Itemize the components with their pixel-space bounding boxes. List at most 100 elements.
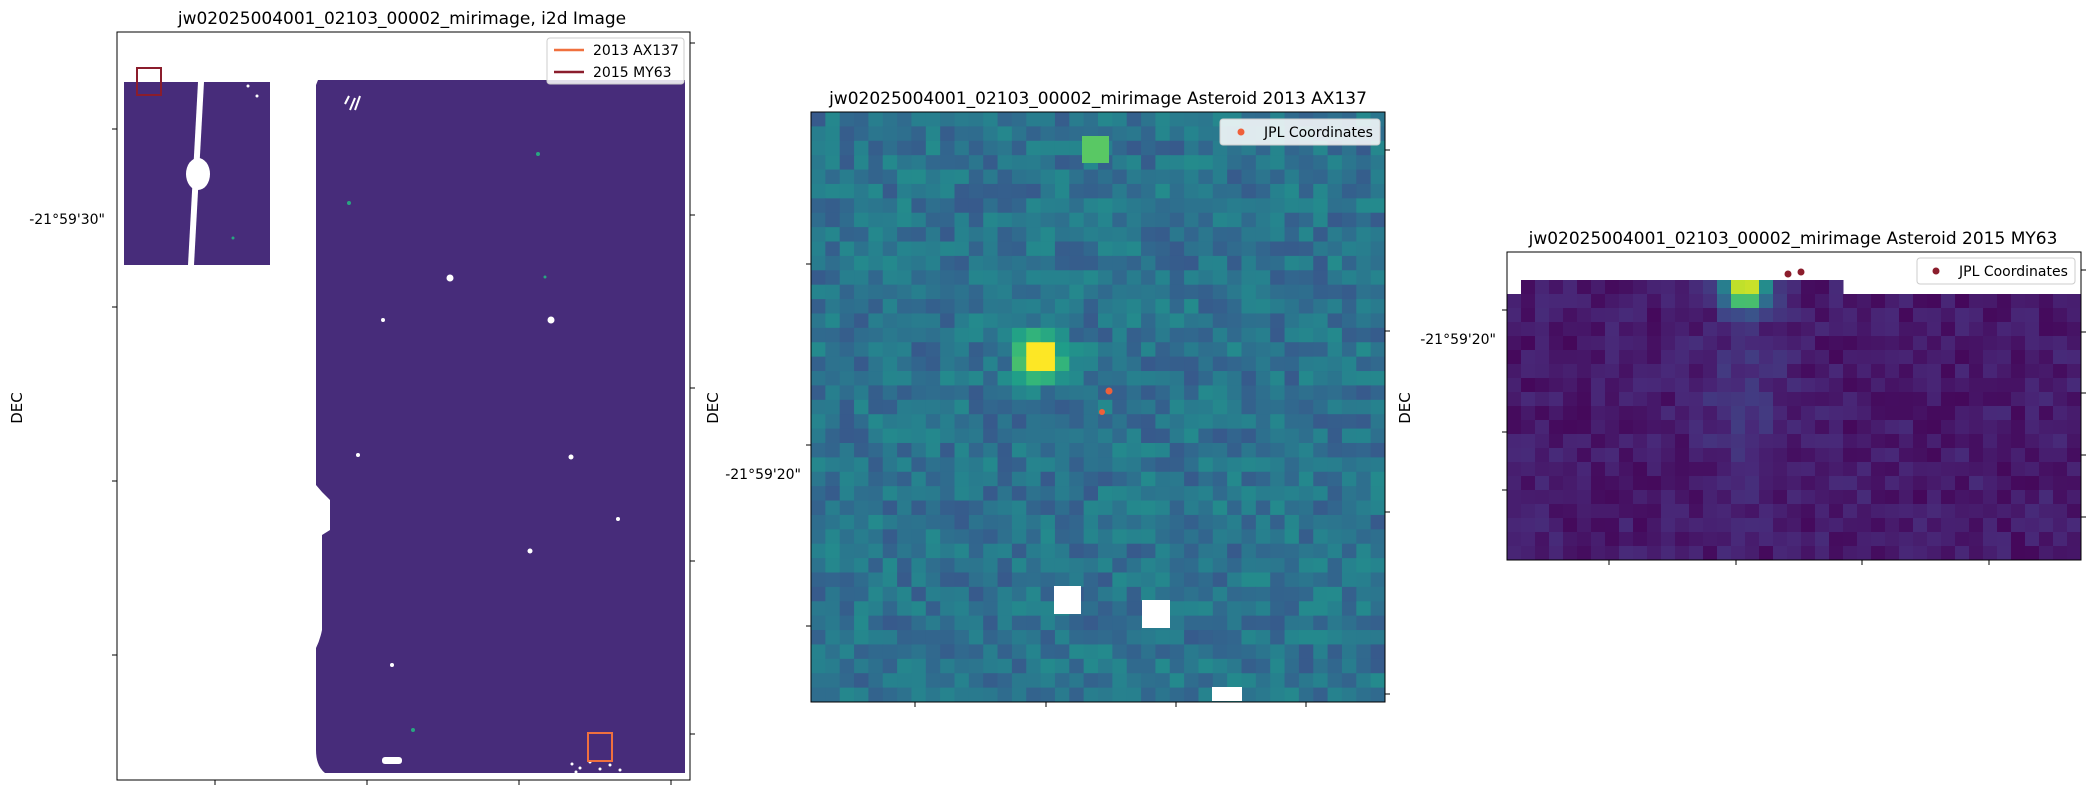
heatmap-cell xyxy=(1212,371,1228,386)
heatmap-cell xyxy=(1341,284,1357,300)
heatmap-cell xyxy=(940,500,955,516)
heatmap-cell xyxy=(1801,378,1816,393)
heatmap-cell xyxy=(2025,434,2040,449)
heatmap-cell xyxy=(1026,385,1042,401)
heatmap-cell xyxy=(1843,294,1858,309)
heatmap-cell xyxy=(911,414,927,430)
heatmap-cell xyxy=(2025,546,2040,561)
heatmap-cell xyxy=(897,471,912,487)
heatmap-cell xyxy=(1083,586,1099,602)
heatmap-cell xyxy=(1026,428,1042,444)
heatmap-cell xyxy=(1341,486,1357,502)
heatmap-cell xyxy=(882,284,898,300)
heatmap-cell xyxy=(1026,615,1042,631)
heatmap-cell xyxy=(911,457,927,473)
heatmap-cell xyxy=(983,486,999,502)
heatmap-cell xyxy=(1155,428,1171,444)
heatmap-cell xyxy=(1633,490,1648,505)
heatmap-cell xyxy=(1026,442,1042,458)
heatmap-cell xyxy=(1327,227,1343,243)
heatmap-cell xyxy=(1141,284,1156,300)
heatmap-cell xyxy=(1040,414,1056,430)
heatmap-cell xyxy=(897,500,912,516)
heatmap-cell xyxy=(1885,476,1900,491)
heatmap-cell xyxy=(882,630,898,645)
heatmap-cell xyxy=(983,284,999,300)
i2d-chip-right xyxy=(194,82,270,265)
heatmap-cell xyxy=(1040,673,1056,689)
heatmap-cell xyxy=(925,601,941,617)
heatmap-cell xyxy=(1054,630,1070,645)
heatmap-cell xyxy=(1112,313,1128,329)
heatmap-cell xyxy=(1717,322,1732,337)
heatmap-cell xyxy=(1241,442,1257,458)
heatmap-cell xyxy=(997,342,1013,358)
heatmap-cell xyxy=(983,399,999,415)
heatmap-cell xyxy=(1241,572,1257,588)
heatmap-cell xyxy=(1829,476,1844,491)
heatmap-cell xyxy=(825,601,841,617)
heatmap-cell xyxy=(1212,342,1228,358)
heatmap-cell xyxy=(1212,442,1228,458)
heatmap-cell xyxy=(811,169,826,185)
heatmap-cell xyxy=(1885,336,1900,351)
heatmap-cell xyxy=(1327,457,1343,473)
heatmap-cell xyxy=(1997,490,2012,505)
heatmap-cell xyxy=(954,486,970,502)
heatmap-cell xyxy=(839,414,855,430)
heatmap-cell xyxy=(1759,336,1774,351)
heatmap-cell xyxy=(954,572,970,588)
heatmap-cell xyxy=(1040,572,1056,588)
heatmap-cell xyxy=(1040,543,1056,559)
heatmap-cell xyxy=(1112,601,1128,617)
ax137-axes-frame xyxy=(810,111,1386,703)
heatmap-cell xyxy=(1169,270,1185,286)
heatmap-cell xyxy=(997,284,1013,300)
heatmap-cell xyxy=(1298,428,1314,444)
heatmap-cell xyxy=(2025,504,2040,519)
heatmap-cell xyxy=(1298,299,1314,314)
heatmap-cell xyxy=(897,385,912,401)
heatmap-cell xyxy=(839,529,855,545)
heatmap-cell xyxy=(1054,399,1070,415)
heatmap-cell xyxy=(1969,378,1984,393)
heatmap-cell xyxy=(2053,476,2068,491)
heatmap-cell xyxy=(1198,414,1214,430)
heatmap-cell xyxy=(1255,169,1271,185)
heatmap-cell xyxy=(1717,406,1732,421)
heatmap-cell xyxy=(1040,327,1056,343)
heatmap-cell xyxy=(811,299,826,314)
heatmap-cell xyxy=(1212,428,1228,444)
heatmap-cell xyxy=(1184,428,1199,444)
heatmap-cell xyxy=(1605,532,1620,547)
heatmap-cell xyxy=(2067,392,2082,407)
heatmap-cell xyxy=(1983,406,1998,421)
heatmap-cell xyxy=(1169,385,1185,401)
heatmap-cell xyxy=(997,198,1013,214)
heatmap-cell xyxy=(839,457,855,473)
heatmap-cell xyxy=(1083,442,1099,458)
heatmap-cell xyxy=(1661,336,1676,351)
heatmap-cell xyxy=(1069,212,1085,228)
heatmap-cell xyxy=(825,198,841,214)
heatmap-cell xyxy=(1026,112,1042,127)
heatmap-cell xyxy=(1083,270,1099,286)
heatmap-cell xyxy=(1083,500,1099,516)
heatmap-cell xyxy=(1126,572,1142,588)
heatmap-cell xyxy=(968,500,984,516)
heatmap-cell xyxy=(911,255,927,271)
heatmap-cell xyxy=(1026,140,1042,156)
heatmap-cell xyxy=(1689,294,1704,309)
heatmap-cell xyxy=(911,342,927,358)
heatmap-cell xyxy=(1356,183,1372,199)
heatmap-cell xyxy=(854,673,869,689)
heatmap-cell xyxy=(1069,471,1085,487)
heatmap-cell xyxy=(1983,336,1998,351)
panel-2015-my63: jw02025004001_02103_00002_mirimage Aster… xyxy=(1396,229,2086,565)
heatmap-cell xyxy=(1155,270,1171,286)
heatmap-cell xyxy=(1535,350,1550,365)
heatmap-cell xyxy=(1955,546,1970,561)
heatmap-cell xyxy=(1997,504,2012,519)
heatmap-cell xyxy=(1787,448,1802,463)
heatmap-cell xyxy=(825,313,841,329)
